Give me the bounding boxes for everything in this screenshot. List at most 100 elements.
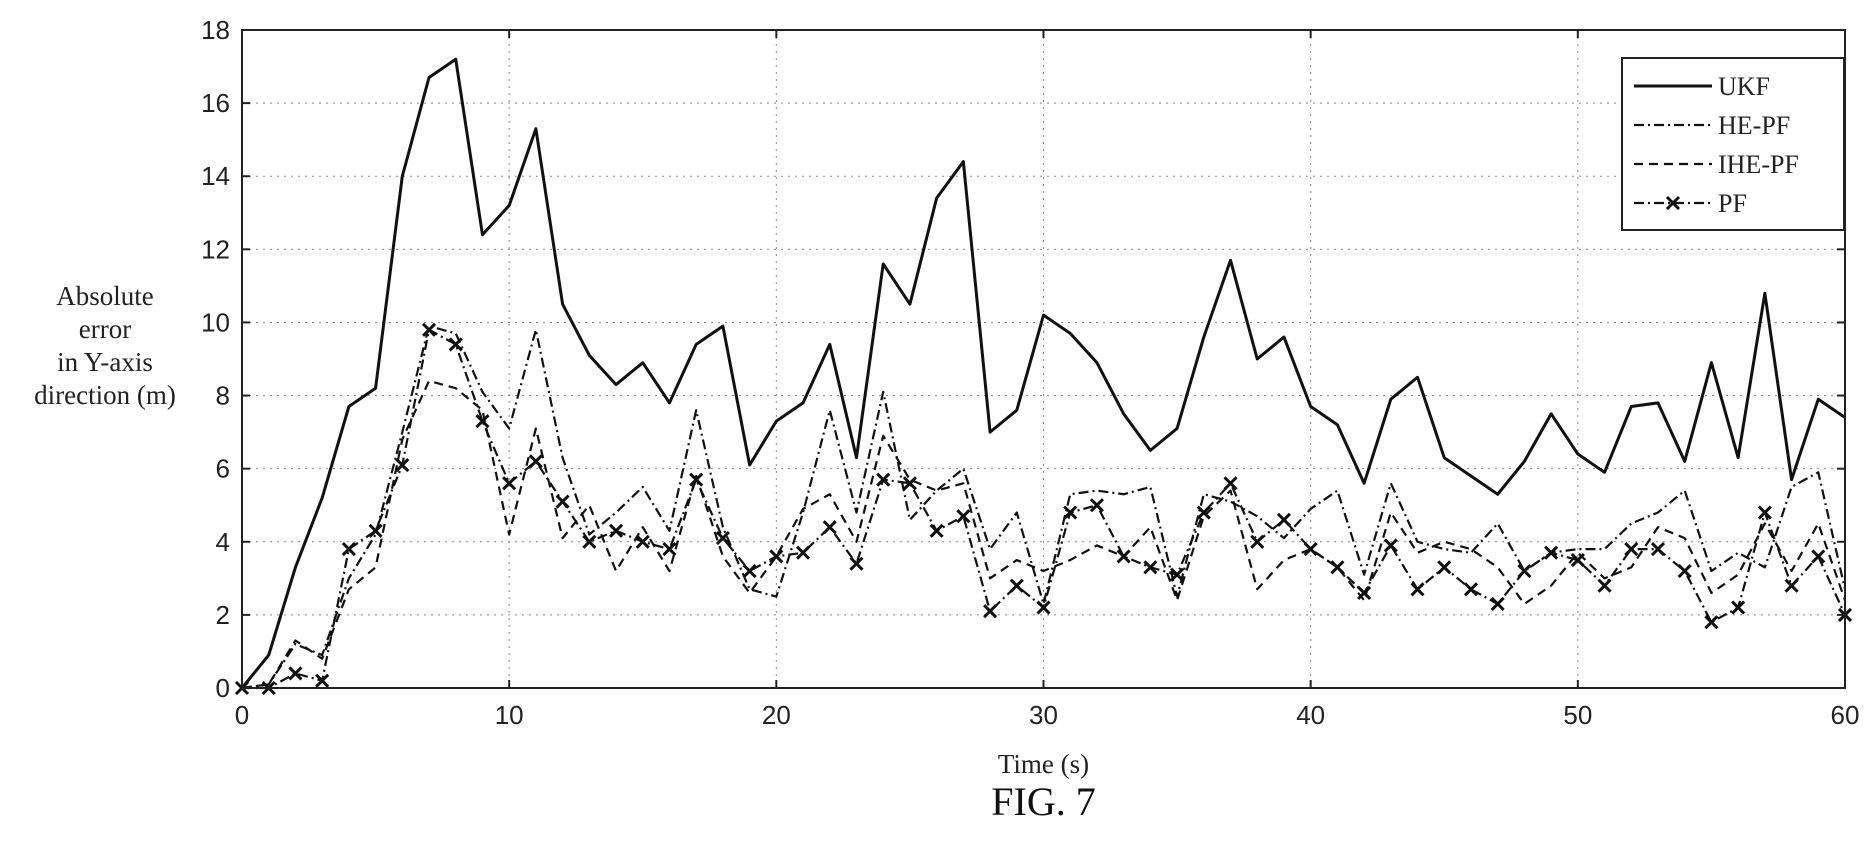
x-axis-label: Time (s) [998,749,1089,779]
data-point-marker [1437,560,1452,575]
data-point-marker [822,520,837,535]
grid-lines [242,30,1845,688]
series-line [241,325,1847,690]
y-tick-label: 18 [201,15,230,45]
data-point-marker [689,472,704,487]
data-point-marker [608,523,624,538]
data-point-marker [1811,549,1826,564]
data-point-marker [288,666,303,681]
data-point-marker [662,542,677,557]
data-point-marker [475,414,490,429]
series-he-pf [241,325,1847,690]
data-point-marker [769,549,784,564]
series-ukf [240,57,1846,689]
y-tick-label: 10 [201,307,230,337]
data-point-marker [395,457,410,473]
data-point-marker [715,531,730,546]
legend-label: UKF [1718,72,1770,101]
y-axis-label-line: in Y-axis [57,347,153,377]
data-point-marker [795,545,811,560]
y-tick-label: 0 [216,673,230,703]
data-point-marker [1624,542,1639,557]
data-point-marker [1143,560,1158,575]
data-point-marker [1544,545,1559,560]
data-point-marker [1570,552,1585,568]
data-point-marker [876,472,891,487]
data-point-marker [902,476,917,491]
series-lines [234,57,1853,696]
y-tick-label: 12 [201,234,230,264]
y-tick-label: 4 [216,527,230,557]
data-point-marker [528,454,543,469]
data-point-marker [1677,563,1692,579]
data-point-marker [1784,578,1799,593]
series-ihe-pf [241,379,1847,690]
data-point-marker [448,337,463,352]
data-point-marker [502,476,517,491]
x-tick-label: 10 [495,700,524,730]
data-point-marker [315,673,330,688]
data-point-marker [1116,549,1131,564]
data-point-marker [1276,512,1292,527]
x-tick-label: 50 [1563,700,1592,730]
y-axis-label-line: direction (m) [34,380,176,410]
data-point-marker [1357,585,1372,601]
data-point-marker [1650,542,1666,557]
y-tick-label: 14 [201,161,230,191]
figure-caption: FIG. 7 [991,779,1095,824]
y-tick-label: 2 [216,600,230,630]
data-point-marker [1250,534,1265,549]
data-point-marker [849,556,864,571]
data-point-marker [555,494,570,509]
data-point-marker [1063,505,1078,520]
data-point-marker [421,322,437,337]
data-point-marker [1597,578,1612,593]
data-point-marker [1383,538,1398,553]
data-point-marker [1223,476,1238,491]
series-pf [234,322,1853,696]
y-tick-label: 16 [201,88,230,118]
data-point-marker [1410,582,1425,597]
y-tick-label: 8 [216,381,230,411]
data-point-marker [1036,600,1051,615]
data-point-marker [1490,596,1505,611]
data-point-marker [1330,560,1345,575]
data-point-marker [1463,582,1479,597]
y-tick-label: 6 [216,454,230,484]
x-tick-label: 40 [1296,700,1325,730]
data-point-marker [368,523,383,538]
data-point-marker [1303,542,1318,557]
y-axis-label-line: Absolute [56,281,154,311]
data-point-marker [1757,505,1772,520]
legend: UKF HE-PF IHE-PF PF [1621,57,1845,231]
data-point-marker [742,563,757,579]
x-tick-label: 20 [762,700,791,730]
data-point-marker [1517,563,1532,579]
x-tick-label: 0 [235,700,249,730]
legend-label: HE-PF [1718,111,1790,140]
data-point-marker [1009,578,1024,593]
data-point-marker [1704,615,1719,630]
series-line [242,328,1847,690]
data-point-marker [635,534,650,549]
data-point-marker [1196,505,1211,520]
data-point-marker [582,534,597,549]
y-axis-label-line: error [79,314,131,344]
legend-label: PF [1718,189,1747,218]
series-line [241,379,1847,690]
data-point-marker [1170,567,1185,582]
x-tick-label: 30 [1029,700,1058,730]
data-point-marker [956,509,971,524]
data-point-marker [341,542,356,557]
legend-marker [1665,195,1681,211]
legend-label: IHE-PF [1718,150,1799,179]
data-point-marker [983,604,998,619]
data-point-marker [1731,600,1746,615]
x-tick-label: 60 [1831,700,1860,730]
data-point-marker [929,523,944,538]
series-line [240,57,1846,689]
data-point-marker [1089,498,1104,513]
axis-ticks: 0 10 20 30 40 50 60 0 2 4 6 8 10 12 14 16 18 [201,15,1859,730]
